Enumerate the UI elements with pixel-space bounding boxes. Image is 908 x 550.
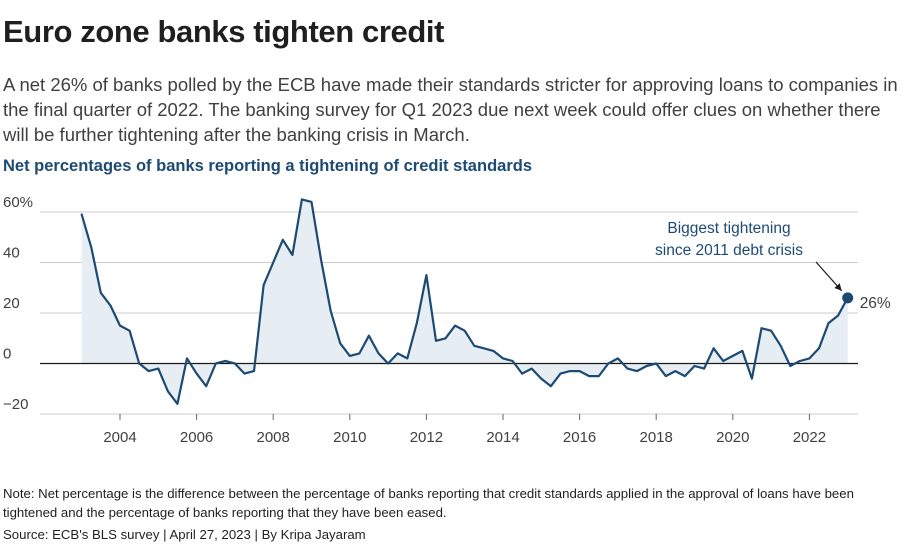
- y-axis-ticks: 60% 40 20 0 −20: [3, 194, 33, 413]
- x-tick-label: 2012: [410, 429, 443, 446]
- y-tick-label: 0: [3, 346, 11, 363]
- x-tick-label: 2010: [333, 429, 366, 446]
- x-tick-label: 2016: [563, 429, 596, 446]
- last-value-marker: [842, 292, 854, 304]
- y-tick-label: 60%: [3, 194, 33, 211]
- annotation-line-2: since 2011 debt crisis: [655, 242, 803, 259]
- x-tick-label: 2004: [103, 429, 136, 446]
- y-tick-label: 40: [3, 245, 20, 262]
- annotation-arrow-head: [834, 283, 842, 291]
- x-tick-label: 2018: [640, 429, 673, 446]
- page-subtitle: A net 26% of banks polled by the ECB hav…: [3, 74, 898, 145]
- x-axis-ticks: 2004 2006 2008 2010 2012 2014 2016 2018 2020 2022: [103, 414, 826, 446]
- y-tick-label: 20: [3, 295, 20, 312]
- source-line: Source: ECB's BLS survey | April 27, 202…: [3, 527, 366, 542]
- chart-title: Net percentages of banks reporting a tig…: [3, 157, 532, 175]
- gridlines: [40, 211, 858, 415]
- x-tick-label: 2020: [716, 429, 749, 446]
- x-tick-label: 2006: [180, 429, 213, 446]
- line-chart: 60% 40 20 0 −20 2004 2006 2008 2010 2012 2014 2016…: [3, 194, 891, 446]
- series-area: [81, 199, 848, 404]
- x-tick-label: 2014: [486, 429, 519, 446]
- page-title: Euro zone banks tighten credit: [3, 14, 444, 49]
- y-tick-label: −20: [3, 396, 28, 413]
- x-tick-label: 2008: [257, 429, 290, 446]
- annotation: Biggest tightening since 2011 debt crisi…: [655, 220, 891, 312]
- annotation-line-1: Biggest tightening: [667, 220, 790, 237]
- footnote: Note: Net percentage is the difference b…: [3, 486, 854, 520]
- last-value-label: 26%: [860, 295, 891, 312]
- series-line: [80, 198, 849, 405]
- x-tick-label: 2022: [793, 429, 826, 446]
